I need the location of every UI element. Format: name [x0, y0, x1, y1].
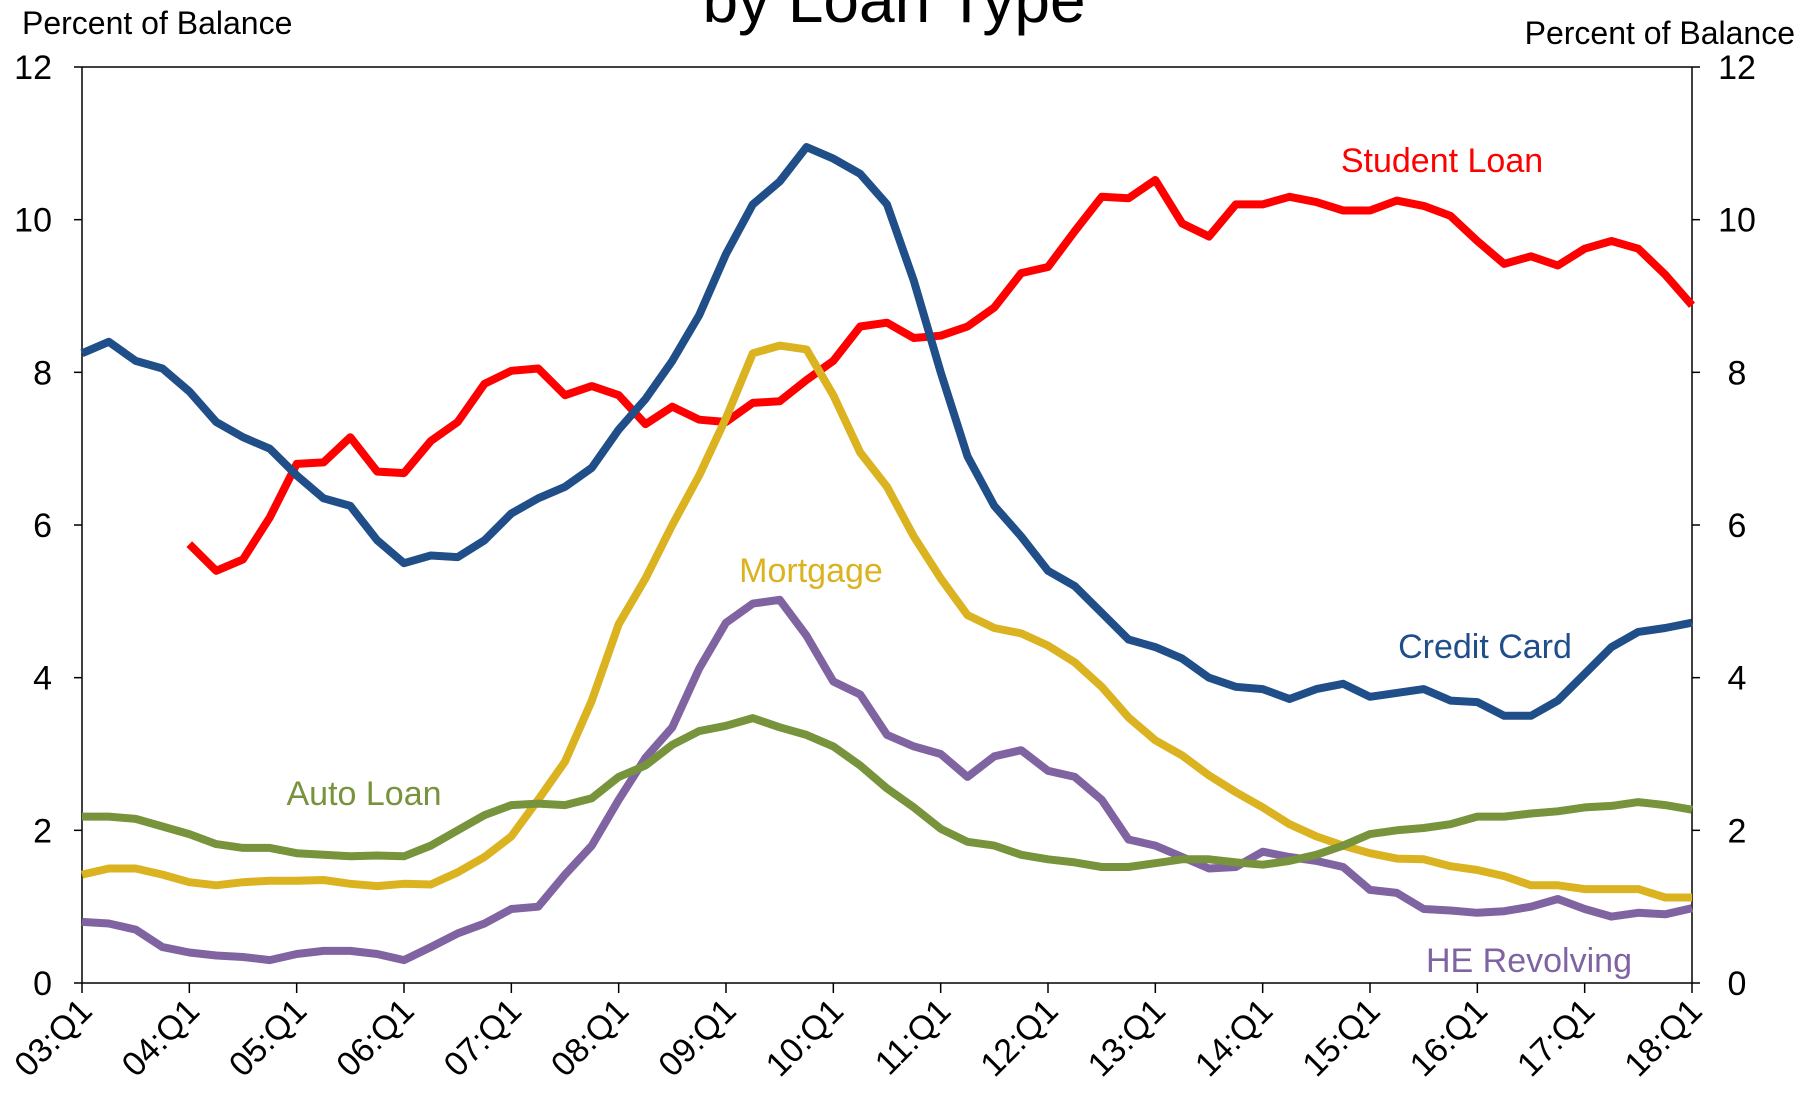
y2-tick-label: 12	[1718, 49, 1756, 87]
y-tick-label: 8	[33, 354, 52, 392]
y-tick-label: 10	[14, 202, 52, 240]
y-tick-label: 4	[33, 660, 52, 698]
y2-axis-title: Percent of Balance	[1525, 15, 1795, 51]
y-axis-title: Percent of Balance	[22, 5, 292, 41]
x-tick-label: 16:Q1	[1403, 992, 1495, 1084]
y2-tick-label: 2	[1728, 812, 1747, 850]
y2-tick-label: 4	[1728, 660, 1747, 698]
series-label: Auto Loan	[286, 775, 441, 813]
x-tick-label: 10:Q1	[759, 992, 851, 1084]
x-tick-label: 15:Q1	[1295, 992, 1387, 1084]
series-label: Credit Card	[1398, 628, 1572, 666]
series-line	[186, 176, 1696, 575]
y-tick-label: 0	[33, 965, 52, 1003]
y2-tick-label: 6	[1728, 507, 1747, 545]
x-tick-label: 14:Q1	[1188, 992, 1280, 1084]
chart-title: by Loan Type	[702, 0, 1085, 36]
series-line	[82, 714, 1693, 871]
x-tick-label: 12:Q1	[973, 992, 1065, 1084]
series-label: Mortgage	[739, 552, 883, 590]
x-tick-label: 07:Q1	[437, 992, 529, 1084]
y2-tick-label: 0	[1728, 965, 1747, 1003]
x-tick-label: 11:Q1	[868, 992, 959, 1083]
series-line	[81, 341, 1692, 902]
series-line	[80, 143, 1693, 720]
series-label: Student Loan	[1341, 142, 1543, 180]
y2-tick-label: 10	[1718, 202, 1756, 240]
x-tick-label: 04:Q1	[115, 992, 207, 1084]
y-tick-label: 6	[33, 507, 52, 545]
y-tick-label: 2	[33, 812, 52, 850]
x-tick-label: 03:Q1	[7, 992, 99, 1084]
series-label: HE Revolving	[1426, 942, 1632, 980]
x-tick-label: 08:Q1	[544, 992, 636, 1084]
y-tick-label: 12	[14, 49, 52, 87]
x-tick-label: 09:Q1	[651, 992, 743, 1084]
x-tick-label: 06:Q1	[329, 992, 421, 1084]
x-tick-label: 17:Q1	[1510, 992, 1602, 1084]
series-line	[81, 595, 1693, 965]
y2-tick-label: 8	[1728, 354, 1747, 392]
x-tick-label: 13:Q1	[1081, 992, 1173, 1084]
x-tick-label: 18:Q1	[1617, 992, 1709, 1084]
x-tick-label: 05:Q1	[222, 992, 314, 1084]
